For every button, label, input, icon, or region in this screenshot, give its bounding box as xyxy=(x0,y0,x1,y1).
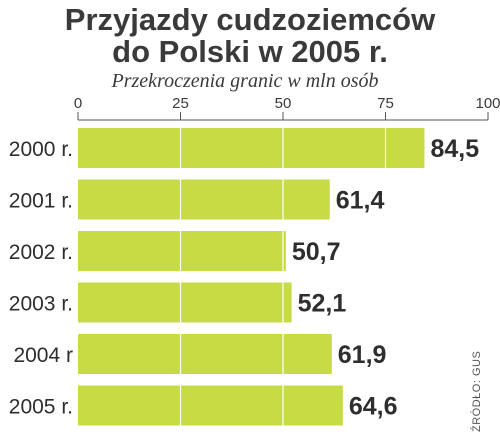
value-label-0: 84,5 xyxy=(430,135,479,163)
value-label-4: 61,9 xyxy=(338,341,387,369)
bar-2 xyxy=(78,231,286,271)
x-tick-label-0: 0 xyxy=(74,95,82,112)
chart-title-line-1: Przyjazdy cudzoziemców xyxy=(65,2,436,37)
x-axis-ticks: 0 25 50 75 100 xyxy=(74,95,500,121)
bar-3 xyxy=(78,282,292,323)
value-label-2: 50,7 xyxy=(292,238,341,266)
bar-1 xyxy=(78,179,330,220)
category-label-0: 2000 r. xyxy=(9,138,73,161)
bar-0 xyxy=(78,128,425,168)
bar-4 xyxy=(78,334,332,374)
x-tick-label-4: 100 xyxy=(475,95,500,112)
value-label-1: 61,4 xyxy=(336,187,385,215)
x-tick-label-1: 25 xyxy=(172,95,189,112)
category-label-4: 2004 r xyxy=(13,344,73,367)
chart-title-line-2: do Polski w 2005 r. xyxy=(112,34,388,69)
source-note: ŹRÓDŁO: GUS xyxy=(470,351,483,432)
category-label-2: 2002 r. xyxy=(9,241,73,264)
value-labels: 84,5 61,4 50,7 52,1 61,9 64,6 xyxy=(292,135,479,421)
bar-5 xyxy=(78,385,343,426)
gridlines xyxy=(179,124,387,432)
x-tick-label-3: 75 xyxy=(377,95,394,112)
category-label-1: 2001 r. xyxy=(9,190,73,213)
chart-subtitle: Przekroczenia granic w mln osób xyxy=(110,70,378,92)
value-label-5: 64,6 xyxy=(349,393,398,421)
x-tick-label-2: 50 xyxy=(275,95,292,112)
category-labels: 2000 r. 2001 r. 2002 r. 2003 r. 2004 r 2005 r… xyxy=(9,138,73,419)
category-label-5: 2005 r. xyxy=(9,396,73,419)
value-label-3: 52,1 xyxy=(298,290,347,318)
bars xyxy=(78,128,425,426)
category-label-3: 2003 r. xyxy=(9,293,73,316)
